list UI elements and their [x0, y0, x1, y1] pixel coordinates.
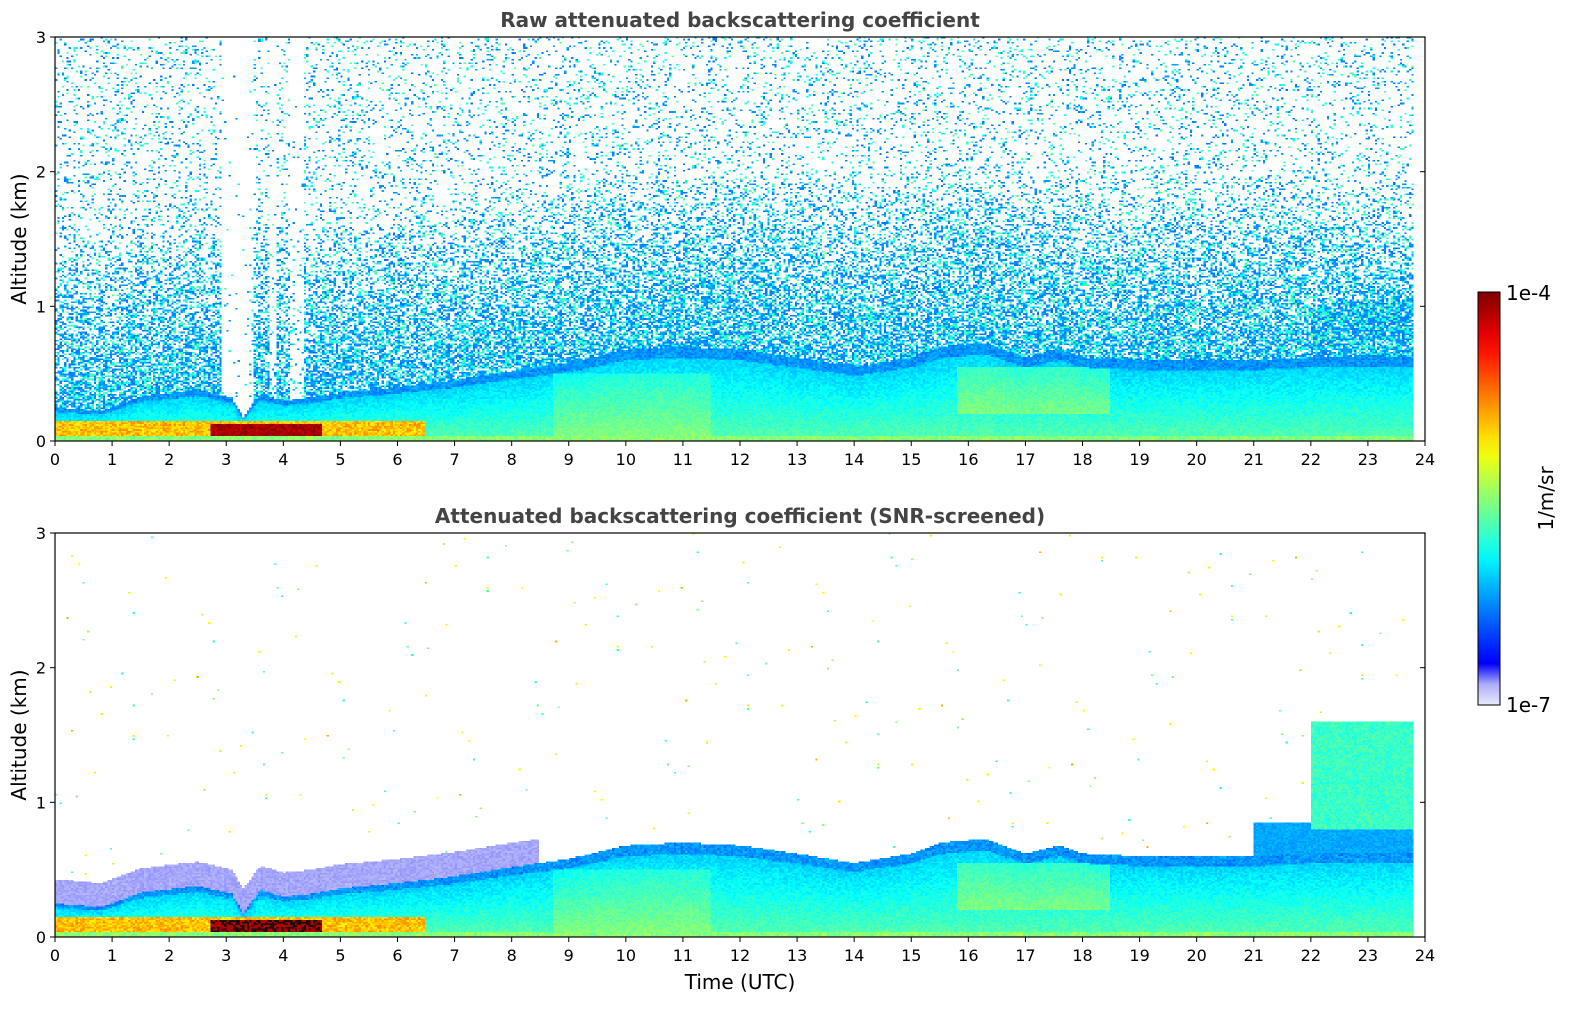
x-tick-label: 2	[164, 450, 174, 469]
x-tick-label: 9	[564, 946, 574, 965]
x-tick-label: 10	[616, 946, 636, 965]
x-tick-label: 23	[1358, 946, 1378, 965]
x-tick-label: 19	[1129, 946, 1149, 965]
x-tick-label: 2	[164, 946, 174, 965]
x-tick-label: 20	[1186, 450, 1206, 469]
panel-bottom: Attenuated backscattering coefficient (S…	[7, 504, 1435, 994]
x-tick-label: 21	[1244, 450, 1264, 469]
x-tick-label: 18	[1072, 450, 1092, 469]
x-tick-label: 24	[1415, 946, 1435, 965]
y-axis-label-top: Altitude (km)	[7, 173, 31, 304]
colorbar: 1e-4 1e-7 1/m/sr	[1477, 281, 1558, 717]
x-tick-label: 11	[673, 946, 693, 965]
y-tick-label: 0	[36, 432, 46, 451]
x-tick-label: 6	[392, 450, 402, 469]
colorbar-max-label: 1e-4	[1506, 281, 1551, 305]
x-tick-label: 6	[392, 946, 402, 965]
y-tick-label: 2	[36, 659, 46, 678]
x-tick-label: 3	[221, 946, 231, 965]
x-tick-label: 14	[844, 946, 864, 965]
y-tick-label: 1	[36, 793, 46, 812]
heatmap-top	[55, 37, 1425, 441]
x-tick-label: 8	[507, 946, 517, 965]
x-tick-label: 22	[1301, 450, 1321, 469]
x-tick-label: 20	[1186, 946, 1206, 965]
x-tick-label: 0	[50, 946, 60, 965]
x-tick-label: 15	[901, 946, 921, 965]
x-tick-label: 7	[449, 946, 459, 965]
y-axis-label-bottom: Altitude (km)	[7, 669, 31, 800]
panel-top: Raw attenuated backscattering coefficien…	[7, 8, 1435, 469]
x-tick-label: 14	[844, 450, 864, 469]
x-tick-label: 16	[958, 450, 978, 469]
x-tick-label: 7	[449, 450, 459, 469]
x-tick-label: 5	[335, 450, 345, 469]
colorbar-label: 1/m/sr	[1534, 466, 1558, 531]
x-tick-label: 1	[107, 946, 117, 965]
x-tick-label: 1	[107, 450, 117, 469]
x-tick-label: 19	[1129, 450, 1149, 469]
x-tick-label: 12	[730, 946, 750, 965]
x-axis-label-bottom: Time (UTC)	[684, 970, 796, 994]
x-tick-label: 10	[616, 450, 636, 469]
x-tick-label: 12	[730, 450, 750, 469]
x-tick-label: 22	[1301, 946, 1321, 965]
y-tick-label: 0	[36, 928, 46, 947]
x-tick-label: 9	[564, 450, 574, 469]
x-tick-label: 13	[787, 450, 807, 469]
x-tick-label: 3	[221, 450, 231, 469]
y-tick-label: 2	[36, 163, 46, 182]
y-tick-label: 3	[36, 524, 46, 543]
x-tick-label: 17	[1015, 450, 1035, 469]
chart-title-top: Raw attenuated backscattering coefficien…	[500, 8, 980, 32]
x-tick-label: 4	[278, 450, 288, 469]
x-tick-label: 5	[335, 946, 345, 965]
x-tick-label: 24	[1415, 450, 1435, 469]
x-tick-label: 11	[673, 450, 693, 469]
x-tick-label: 4	[278, 946, 288, 965]
x-tick-label: 18	[1072, 946, 1092, 965]
colorbar-scale	[1477, 291, 1501, 706]
chart-title-bottom: Attenuated backscattering coefficient (S…	[435, 504, 1045, 528]
x-tick-label: 13	[787, 946, 807, 965]
x-tick-label: 8	[507, 450, 517, 469]
colorbar-min-label: 1e-7	[1506, 693, 1551, 717]
x-tick-label: 17	[1015, 946, 1035, 965]
y-tick-label: 3	[36, 28, 46, 47]
x-tick-label: 0	[50, 450, 60, 469]
x-tick-label: 21	[1244, 946, 1264, 965]
x-tick-label: 16	[958, 946, 978, 965]
x-tick-label: 23	[1358, 450, 1378, 469]
x-tick-label: 15	[901, 450, 921, 469]
y-tick-label: 1	[36, 297, 46, 316]
heatmap-bottom	[55, 533, 1425, 937]
